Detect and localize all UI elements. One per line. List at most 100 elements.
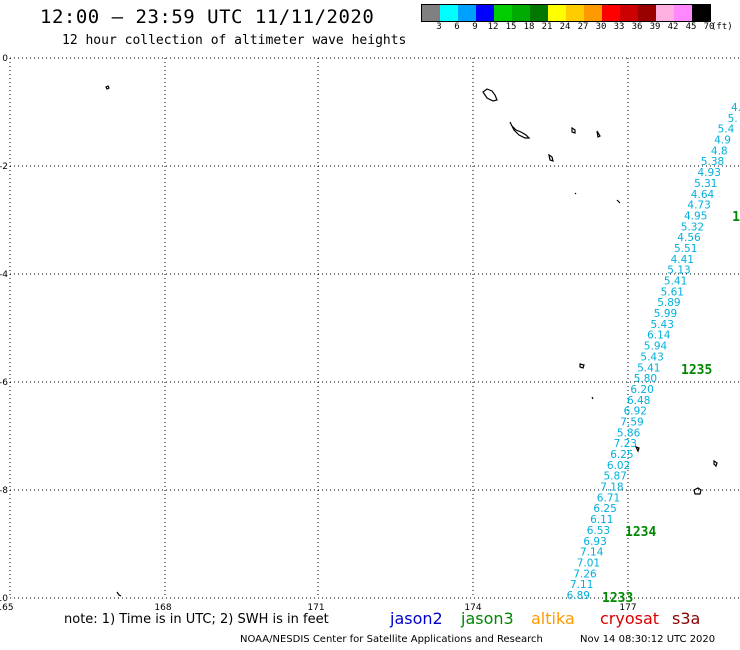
color-legend-tick: 24	[559, 22, 571, 32]
color-swatch	[440, 5, 458, 21]
pass-time-labels: 1 1235 1234 1233	[602, 210, 740, 606]
satellite-legend-altika: altika	[531, 609, 575, 628]
latitude-label: -8	[0, 486, 8, 496]
island-shape	[713, 459, 718, 468]
wave-height-value: 5.4	[718, 124, 735, 136]
satellite-legend-jason3: jason3	[461, 609, 514, 628]
island-shape	[482, 88, 498, 102]
color-swatch	[476, 5, 494, 21]
wave-height-value: 6.53	[587, 525, 610, 537]
wave-height-value: 4.9	[714, 135, 731, 147]
color-legend-tick: 15	[505, 22, 517, 32]
island-shape	[105, 85, 110, 90]
latitude-label: -6	[0, 378, 8, 388]
wave-height-value: 5.13	[667, 265, 690, 277]
latitude-label: -10	[0, 594, 8, 604]
color-legend-labels: 3 6 9 12 15 18 21 24 27 30 33 36 39 42 45 70	[421, 22, 740, 34]
wave-height-value: 6.25	[593, 503, 616, 515]
color-legend-tick: 6	[454, 22, 460, 32]
color-legend-tick: 45	[685, 22, 697, 32]
wave-height-value: 6.89	[567, 590, 590, 602]
color-swatch	[512, 5, 530, 21]
generated-timestamp: Nov 14 08:30:12 UTC 2020	[580, 634, 716, 645]
wave-height-value: 7.11	[570, 579, 593, 591]
wave-height-value: 7.14	[580, 547, 604, 559]
island-shape	[616, 199, 621, 204]
wave-height-value: 4.56	[677, 232, 701, 244]
island-shape	[693, 487, 702, 495]
longitude-labels: 165 168 171 174 177	[0, 603, 637, 613]
wave-height-value: 6.25	[610, 449, 633, 461]
wave-height-value: 5.43	[651, 319, 674, 331]
wave-height-value: 4.8	[711, 145, 728, 157]
wave-height-value: 7.59	[620, 417, 643, 429]
wave-height-value: 5.38	[701, 156, 724, 168]
color-legend-tick: 3	[436, 22, 442, 32]
color-legend-tick: 39	[649, 22, 661, 32]
color-swatch	[638, 5, 656, 21]
color-swatch	[692, 5, 710, 21]
island-shape	[116, 591, 122, 597]
color-legend-tick: 70	[703, 22, 715, 32]
wave-height-value: 7.18	[600, 482, 623, 494]
latitude-labels: 0 -2 -4 -6 -8 -10	[0, 54, 8, 604]
wave-height-value: 6.48	[627, 395, 650, 407]
wave-height-value: 5.43	[640, 351, 663, 363]
satellite-legend-s3a: s3a	[672, 609, 701, 628]
wave-height-track: 4.5.5.44.94.85.384.935.314.644.734.955.3…	[567, 102, 740, 602]
wave-height-value: 5.89	[657, 297, 680, 309]
map-grid	[9, 57, 740, 599]
wave-height-value: 5.31	[694, 178, 717, 190]
wave-height-value: 7.26	[573, 568, 597, 580]
longitude-label: 174	[464, 603, 481, 613]
island-shape	[509, 121, 531, 139]
wave-height-value: 5.32	[681, 221, 704, 233]
latitude-label: 0	[2, 54, 8, 64]
island-shape	[591, 396, 594, 400]
pass-time-label: 1235	[681, 363, 712, 378]
color-swatch	[656, 5, 674, 21]
wave-height-value: 5.87	[604, 471, 627, 483]
color-legend-bar	[421, 4, 711, 22]
units-note: note: 1) Time is in UTC; 2) SWH is in fe…	[64, 612, 329, 627]
wave-height-value: 6.20	[630, 384, 653, 396]
color-legend-tick: 33	[613, 22, 625, 32]
longitude-label: 177	[619, 603, 636, 613]
color-legend-tick: 42	[667, 22, 679, 32]
pass-time-label: 1234	[625, 525, 656, 540]
island-shape	[634, 445, 640, 453]
color-swatch	[422, 5, 440, 21]
color-legend-tick: 30	[595, 22, 607, 32]
wave-height-value: 5.51	[674, 243, 697, 255]
satellite-legend-cryosat: cryosat	[600, 609, 660, 628]
color-legend-tick: 27	[577, 22, 589, 32]
pass-time-label: 1	[732, 210, 740, 225]
color-swatch	[602, 5, 620, 21]
color-swatch	[566, 5, 584, 21]
wave-height-value: 5.99	[654, 308, 677, 320]
color-legend-tick: 36	[631, 22, 643, 32]
longitude-label: 165	[0, 603, 14, 613]
wave-height-value: 6.14	[647, 330, 671, 342]
wave-height-value: 6.02	[607, 460, 630, 472]
wave-height-value: 5.94	[644, 341, 668, 353]
wave-height-value: 6.93	[583, 536, 606, 548]
island-shape	[574, 192, 577, 195]
pass-time-label: 1233	[602, 591, 633, 606]
wave-height-value: 6.92	[624, 406, 647, 418]
latitude-label: -4	[0, 270, 8, 280]
wave-height-value: 5.86	[617, 427, 641, 439]
map-subtitle: 12 hour collection of altimeter wave hei…	[62, 33, 407, 48]
latitude-label: -2	[0, 162, 8, 172]
island-shape	[571, 126, 576, 134]
map-title: 12:00 — 23:59 UTC 11/11/2020	[40, 6, 375, 28]
color-swatch	[620, 5, 638, 21]
color-swatch	[548, 5, 566, 21]
credit-line: NOAA/NESDIS Center for Satellite Applica…	[240, 634, 543, 645]
island-shape	[548, 153, 554, 162]
color-swatch	[458, 5, 476, 21]
wave-height-value: 4.95	[684, 210, 707, 222]
longitude-label: 168	[154, 603, 171, 613]
wave-height-value: 5.61	[661, 286, 684, 298]
